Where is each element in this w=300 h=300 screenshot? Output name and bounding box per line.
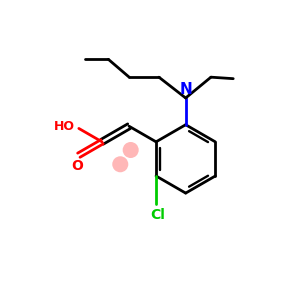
Circle shape [123,142,139,158]
Text: HO: HO [54,121,75,134]
Text: Cl: Cl [150,208,165,222]
Text: N: N [179,82,192,97]
Circle shape [112,156,128,172]
Text: O: O [71,159,83,173]
